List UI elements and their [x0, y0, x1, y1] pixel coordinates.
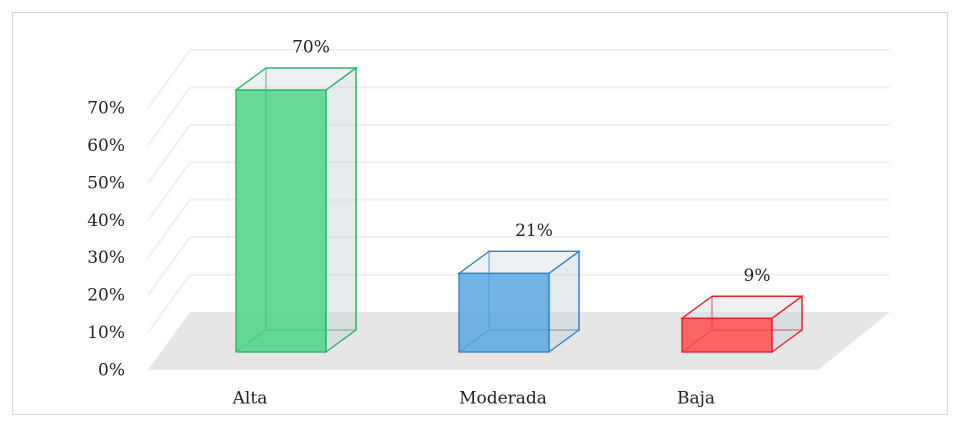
bar-front — [681, 317, 773, 353]
x-tick-label: Moderada — [459, 389, 547, 409]
grid-line — [147, 49, 191, 109]
grid-line — [147, 236, 191, 296]
y-tick-label: 30% — [87, 248, 125, 268]
y-tick-label: 10% — [87, 323, 125, 343]
grid-line — [147, 86, 191, 147]
y-tick-label: 50% — [87, 173, 125, 193]
value-label: 9% — [744, 266, 771, 286]
x-tick-label: Baja — [677, 389, 715, 409]
x-tick-label: Alta — [232, 389, 268, 409]
bar — [680, 295, 804, 354]
y-tick-label: 70% — [87, 99, 125, 119]
grid-line — [147, 199, 191, 259]
y-tick-label: 20% — [87, 286, 125, 306]
value-label: 21% — [515, 221, 553, 241]
bar-front — [235, 89, 327, 353]
grid-line — [147, 161, 191, 221]
grid-line — [147, 273, 191, 334]
y-tick-label: 0% — [98, 361, 125, 381]
bar — [234, 66, 358, 354]
bar-side — [325, 66, 357, 354]
y-tick-label: 40% — [87, 211, 125, 231]
y-tick-label: 60% — [87, 136, 125, 156]
bar — [457, 250, 581, 354]
bar-front — [458, 272, 550, 353]
value-label: 70% — [292, 38, 330, 58]
grid-line — [147, 124, 191, 184]
